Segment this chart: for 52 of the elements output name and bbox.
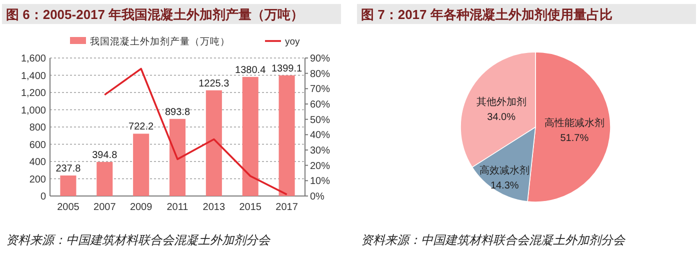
bar <box>96 162 113 196</box>
chart-title: 图 7：2017 年各种混凝土外加剂使用量占比 <box>361 7 612 22</box>
data-label: 1225.3 <box>198 78 230 90</box>
bar <box>278 75 295 196</box>
chart-title: 图 6：2005-2017 年我国混凝土外加剂产量（万吨） <box>6 7 304 22</box>
data-label: 14.3% <box>490 180 519 192</box>
data-label: 237.8 <box>56 163 82 174</box>
data-label: 51.7% <box>560 133 589 144</box>
text: 资料来源：中国建筑材料联合会混凝土外加剂分会 <box>361 233 626 247</box>
y-tick-label: 1,200 <box>20 88 46 99</box>
data-label: 1399.1 <box>271 63 303 74</box>
data-label: 34.0% <box>487 112 516 124</box>
data-label: 893.8 <box>164 106 190 118</box>
x-tick-label: 2007 <box>94 202 116 213</box>
data-label: 722.2 <box>128 122 154 133</box>
y2-tick-label: 0% <box>310 192 325 202</box>
y2-tick-label: 20% <box>310 160 330 172</box>
y-tick-label: 1,400 <box>20 70 46 82</box>
x-tick-label: 2009 <box>130 202 153 213</box>
slice-label: 高效减水剂 <box>480 164 530 177</box>
text: 资料来源：中国建筑材料联合会混凝土外加剂分会 <box>6 233 271 247</box>
legend-label: 我国混凝土外加剂产量（万吨） <box>90 36 230 48</box>
y-tick-label: 800 <box>29 122 46 134</box>
y-tick-label: 1,000 <box>20 105 46 116</box>
y-tick-label: 1,600 <box>20 54 46 64</box>
x-tick-label: 2011 <box>166 202 189 213</box>
y2-tick-label: 30% <box>310 146 330 156</box>
y-tick-label: 600 <box>29 140 46 151</box>
x-tick-label: 2013 <box>202 202 226 213</box>
y2-tick-label: 10% <box>310 176 330 188</box>
data-label: 1380.4 <box>235 64 266 76</box>
bar <box>242 76 258 196</box>
y2-tick-label: 60% <box>310 100 330 110</box>
y2-tick-label: 70% <box>310 84 330 96</box>
y2-tick-label: 40% <box>310 130 330 142</box>
legend-label: yoy <box>285 36 300 48</box>
x-tick-label: 2017 <box>276 202 298 213</box>
bar <box>206 90 222 196</box>
bar <box>133 134 150 196</box>
slice-label: 高性能减水剂 <box>544 117 604 130</box>
data-label: 394.8 <box>92 150 118 161</box>
y2-tick-label: 50% <box>310 114 330 126</box>
x-tick-label: 2005 <box>57 202 80 213</box>
y2-tick-label: 90% <box>310 54 330 64</box>
bar <box>169 118 186 196</box>
slice-label: 其他外加剂 <box>476 96 526 108</box>
x-tick-label: 2015 <box>239 202 262 213</box>
y-tick-label: 0 <box>40 192 46 202</box>
y2-tick-label: 80% <box>310 68 330 80</box>
y-tick-label: 400 <box>29 157 46 168</box>
bar <box>60 175 76 196</box>
y-tick-label: 200 <box>29 174 46 186</box>
